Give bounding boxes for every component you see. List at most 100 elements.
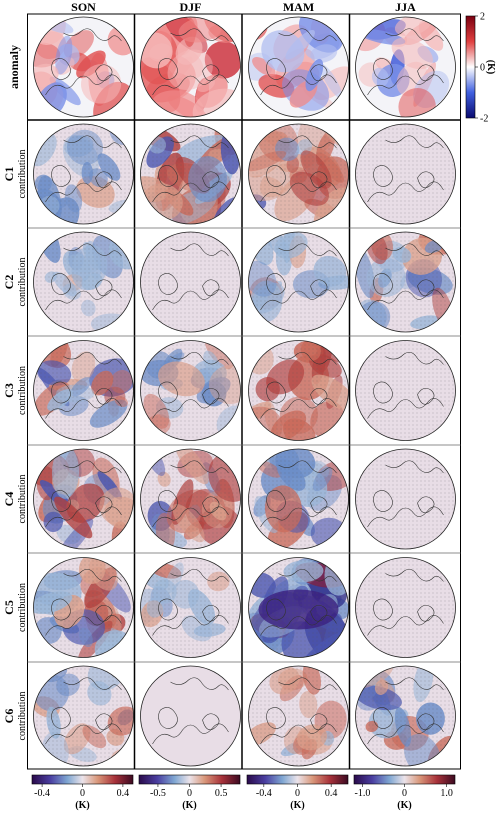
coastline <box>158 273 178 295</box>
significance-stipple <box>355 124 456 224</box>
coastline <box>278 243 337 257</box>
map-border <box>140 665 241 767</box>
coastline <box>63 460 122 474</box>
coastline <box>278 28 337 42</box>
row-label: anomaly <box>7 45 21 89</box>
map-panel <box>248 557 349 658</box>
row-label: C5 <box>2 600 16 615</box>
colorbar: -0.4 0 0.4 (K) <box>246 774 349 811</box>
anomaly-blob <box>391 37 433 70</box>
coastline <box>45 74 122 96</box>
row-label: C6 <box>2 709 16 724</box>
coastline <box>95 713 113 731</box>
coastline <box>152 289 229 311</box>
coastline <box>158 58 178 80</box>
coastline <box>152 398 229 419</box>
map-border <box>33 557 134 658</box>
row-title: anomaly <box>7 45 21 89</box>
coastline <box>260 506 337 528</box>
coastline <box>202 496 220 514</box>
map-panel <box>248 665 349 767</box>
coastline <box>170 28 229 42</box>
coastline <box>95 171 113 189</box>
map-border <box>33 231 134 333</box>
anomaly-blob <box>357 28 406 45</box>
anomaly-blob <box>305 58 324 92</box>
coastline <box>417 387 435 405</box>
colorbar-tick-label: 0 <box>295 788 300 799</box>
anomaly-blob <box>55 35 73 75</box>
colorbar-tick-label: -0.5 <box>150 788 166 799</box>
significance-stipple <box>248 557 349 658</box>
coastline <box>202 604 220 622</box>
significance-stipple <box>355 449 456 549</box>
significance-stipple <box>140 232 241 332</box>
map-border <box>355 557 456 658</box>
significance-stipple <box>140 557 241 658</box>
coastline <box>95 604 113 622</box>
coastline <box>51 273 71 295</box>
map-panel <box>140 231 241 333</box>
coastline <box>310 604 328 622</box>
colorbar-tick-label: 0 <box>187 788 192 799</box>
coastline <box>202 171 220 189</box>
colorbar: -1.0 0 1.0 (K) <box>353 774 456 811</box>
coastline <box>170 351 229 365</box>
row-label: C3 <box>2 383 16 398</box>
map-panel <box>248 123 349 225</box>
map-border <box>355 340 456 441</box>
row-title: C6 contribution <box>2 692 28 741</box>
coastline <box>152 74 229 96</box>
coastline <box>367 289 444 311</box>
map-panel <box>33 16 134 118</box>
coastline <box>95 279 113 297</box>
coastline <box>260 181 337 203</box>
significance-stipple <box>248 232 349 332</box>
coastline <box>266 273 286 295</box>
grid-frame <box>27 13 461 770</box>
coastline <box>266 381 286 404</box>
coastline <box>45 181 122 203</box>
coastline <box>158 381 178 404</box>
map-panel <box>140 340 241 441</box>
coastline <box>278 568 337 582</box>
colorbar-tick-label: 2 <box>480 12 485 23</box>
coastline <box>373 58 393 80</box>
significance-stipple <box>355 666 456 766</box>
colorbar-tick-label: 0.4 <box>325 788 338 799</box>
significance-stipple <box>355 340 456 441</box>
row-title: C5 contribution <box>2 583 28 632</box>
coastline <box>373 381 393 404</box>
anomaly-blob <box>204 41 241 79</box>
row-sublabel: contribution <box>17 258 28 307</box>
coastline <box>417 713 435 731</box>
colorbar-tick-label: 0 <box>480 63 485 74</box>
map-panel <box>140 665 241 767</box>
contribution-colorbars: -0.4 0 0.4 (K) -0.5 0 0.5 (K) -0.4 0 0.4 (K) -1.0 0 1.… <box>31 774 456 811</box>
coastline <box>385 568 444 582</box>
colorbar-tick-label: 0.4 <box>117 788 130 799</box>
coastline <box>385 243 444 257</box>
significance-stipple <box>33 124 134 224</box>
coastline <box>367 74 444 96</box>
anomaly-blob <box>178 17 223 43</box>
significance-stipple <box>355 557 456 658</box>
colorbar-tick-label: 0 <box>402 788 407 799</box>
coastline <box>260 723 337 745</box>
coastline <box>367 506 444 528</box>
coastline <box>278 135 337 149</box>
coastline <box>158 165 178 187</box>
coastline <box>202 387 220 405</box>
coastline <box>278 460 337 474</box>
colorbar-unit: (K) <box>182 800 196 811</box>
map-panel <box>33 231 134 333</box>
coastline <box>417 604 435 622</box>
colorbar-bar <box>31 774 134 785</box>
map-border <box>248 340 349 441</box>
significance-stipple <box>248 124 349 224</box>
row-sublabel: contribution <box>17 475 28 524</box>
map-panel <box>140 448 241 550</box>
colorbar-tick-label: 0.5 <box>215 788 228 799</box>
coastline <box>152 615 229 636</box>
row-title: C1 contribution <box>2 150 28 199</box>
